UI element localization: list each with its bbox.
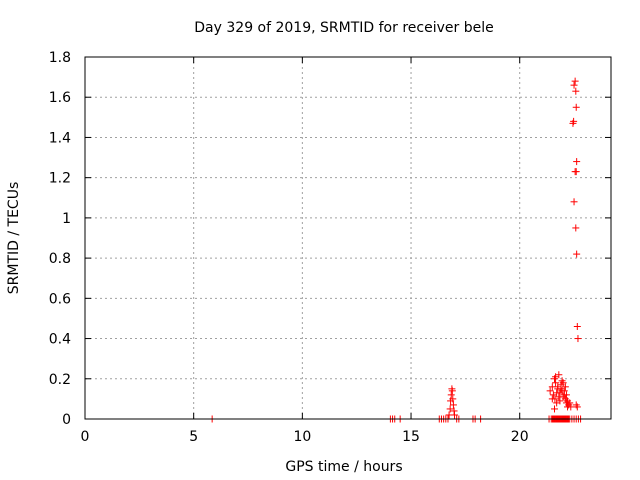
data-point — [573, 403, 581, 411]
data-point — [550, 405, 558, 413]
data-point — [561, 395, 569, 403]
data-point — [572, 87, 580, 95]
data-point — [546, 387, 554, 395]
plot-frame — [84, 56, 612, 420]
data-point — [446, 405, 454, 413]
data-point — [572, 224, 580, 232]
y-tick-label: 0.6 — [49, 291, 71, 307]
y-tick-label: 1.4 — [49, 130, 71, 146]
axis-ticks: 0 5 10 15 20 0 0.2 0.4 0.6 0.8 1 1.2 1.4 1.6 1.8 — [49, 50, 611, 445]
data-point — [564, 403, 572, 411]
data-point — [548, 395, 556, 403]
data-point — [558, 387, 566, 395]
data-point — [553, 389, 561, 397]
data-point — [570, 81, 578, 89]
data-point — [552, 379, 560, 387]
data-point — [574, 335, 582, 343]
x-tick-label: 10 — [293, 429, 311, 445]
data-point — [562, 399, 570, 407]
data-point — [571, 168, 579, 176]
data-point — [573, 250, 581, 258]
grid-lines — [85, 57, 611, 419]
data-point — [561, 383, 569, 391]
data-point — [449, 395, 457, 403]
y-tick-label: 1.6 — [49, 90, 71, 106]
y-tick-label: 1.8 — [49, 50, 71, 66]
data-point — [571, 77, 579, 85]
data-point — [573, 322, 581, 330]
y-tick-label: 0.8 — [49, 251, 71, 267]
data-point — [570, 117, 578, 125]
data-point — [552, 373, 560, 381]
data-point — [560, 391, 568, 399]
x-tick-label: 0 — [81, 429, 90, 445]
data-point — [447, 391, 455, 399]
data-points — [208, 77, 585, 423]
y-tick-label: 1.2 — [49, 171, 71, 187]
data-point — [449, 401, 457, 409]
data-point — [554, 383, 562, 391]
y-tick-label: 1 — [62, 211, 71, 227]
y-tick-label: 0.4 — [49, 332, 71, 348]
data-point — [448, 387, 456, 395]
data-point — [555, 393, 563, 401]
data-point — [572, 103, 580, 111]
x-tick-label: 15 — [402, 429, 420, 445]
data-point — [451, 411, 459, 419]
data-point — [556, 397, 564, 405]
data-point — [559, 379, 567, 387]
data-point — [573, 158, 581, 166]
x-tick-label: 5 — [189, 429, 198, 445]
y-tick-label: 0.2 — [49, 372, 71, 388]
x-axis-label: GPS time / hours — [285, 459, 402, 475]
y-axis-label: SRMTID / TECUs — [6, 182, 22, 295]
chart-title: Day 329 of 2019, SRMTID for receiver bel… — [194, 20, 493, 36]
y-tick-label: 0 — [62, 412, 71, 428]
data-point — [570, 198, 578, 206]
x-tick-label: 20 — [511, 429, 529, 445]
